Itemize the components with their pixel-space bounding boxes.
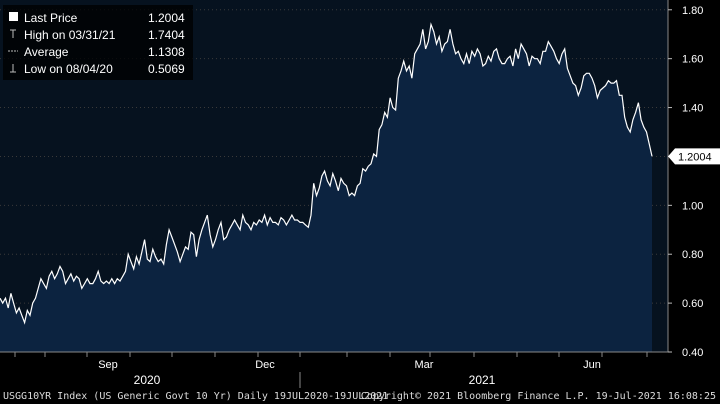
y-tick-label: 0.40 [682,347,703,359]
legend-box [3,5,193,80]
y-tick-label: 0.60 [682,298,703,310]
last-value-marker: 1.2004 [668,148,720,165]
legend-value-low: 0.5069 [148,62,185,76]
last-value-flag [668,148,720,165]
x-axis-ticks: Sep Dec Mar Jun [14,352,648,371]
price-area [0,24,652,353]
y-tick-label: 1.40 [682,103,703,115]
year-labels: 2020 2021 [134,372,496,388]
price-line [0,22,653,325]
footer-ticker: USGG10YR Index (US Generic Govt 10 Yr) D… [3,391,388,402]
footer: USGG10YR Index (US Generic Govt 10 Yr) D… [3,391,716,402]
x-tick-label: Dec [255,359,275,371]
footer-copyright: Copyright© 2021 Bloomberg Finance L.P. 1… [361,391,716,402]
y-tick-label: 0.80 [682,249,703,261]
year-label: 2021 [469,373,496,387]
x-tick-label: Mar [415,359,434,371]
year-label: 2020 [134,373,161,387]
legend-label-high: High on 03/31/21 [24,28,116,42]
legend-value-high: 1.7404 [148,28,185,42]
y-tick-label: 1.00 [682,200,703,212]
legend: Last Price 1.2004 High on 03/31/21 1.740… [3,5,193,80]
last-value-label: 1.2004 [678,151,712,163]
legend-value-average: 1.1308 [148,45,185,59]
legend-value-last-price: 1.2004 [148,11,185,25]
x-tick-label: Sep [98,359,118,371]
legend-swatch-last-price [9,12,18,21]
low-marker-icon [10,64,16,73]
legend-label-last-price: Last Price [24,11,78,25]
x-tick-label: Jun [583,359,601,371]
high-marker-icon [10,29,16,38]
legend-label-low: Low on 08/04/20 [24,62,113,76]
y-tick-label: 1.60 [682,54,703,66]
y-tick-label: 1.80 [682,5,703,17]
legend-label-average: Average [24,45,69,59]
